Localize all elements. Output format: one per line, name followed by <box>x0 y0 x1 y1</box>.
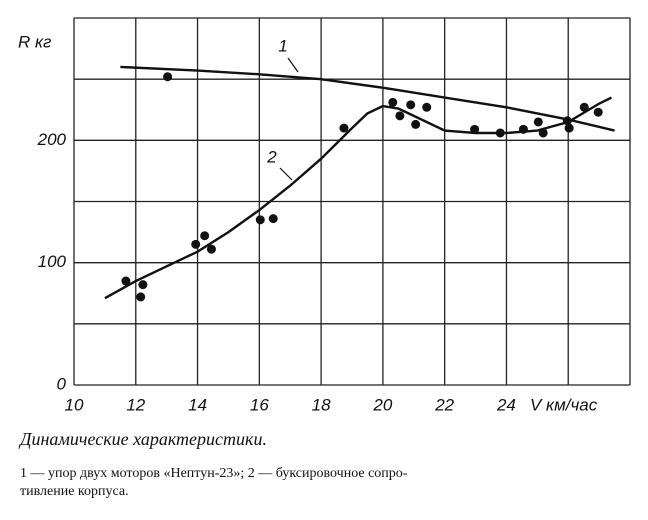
data-point <box>121 276 131 286</box>
data-point <box>533 117 543 127</box>
x-tick-label: 14 <box>188 395 207 414</box>
y-tick-label: 0 <box>57 374 67 393</box>
data-point <box>163 72 173 82</box>
x-tick-label: 10 <box>65 395 84 414</box>
data-point <box>593 107 603 117</box>
data-point <box>564 123 574 133</box>
data-point <box>268 214 278 224</box>
x-tick-label: 20 <box>372 395 392 414</box>
label-leader <box>287 57 299 73</box>
x-tick-label: 16 <box>250 395 269 414</box>
data-point <box>388 97 398 107</box>
x-tick-label: 18 <box>312 395 331 414</box>
data-point <box>470 124 480 134</box>
x-tick-label: 24 <box>496 395 516 414</box>
y-tick-label: 100 <box>38 252 67 271</box>
legend-text: 1 — упор двух моторов «Нептун-23»; 2 — б… <box>20 466 408 481</box>
data-point <box>200 231 210 241</box>
line <box>104 96 612 300</box>
data-point <box>138 280 148 290</box>
data-point <box>579 102 589 112</box>
x-tick-label: 12 <box>126 395 145 414</box>
data-point <box>406 100 416 110</box>
data-point <box>136 292 146 302</box>
data-point <box>495 128 505 138</box>
y-tick-label: 200 <box>37 130 67 149</box>
data-point <box>422 102 432 112</box>
line <box>120 65 615 132</box>
data-point <box>339 123 349 133</box>
data-point <box>395 111 405 121</box>
series-label: 2 <box>266 147 277 166</box>
data-point <box>255 215 265 225</box>
data-point <box>518 124 528 134</box>
data-point <box>411 119 421 129</box>
series-label: 1 <box>278 36 287 55</box>
data-point <box>562 116 572 126</box>
data-point <box>191 239 201 249</box>
x-tick-label: 22 <box>434 395 454 414</box>
caption: Динамические характеристики. <box>18 429 267 449</box>
data-point <box>206 244 216 254</box>
data-point <box>538 128 548 138</box>
y-axis-label: R кг <box>18 32 51 51</box>
legend-text: тивление корпуса. <box>20 484 129 499</box>
x-axis-label: V км/час <box>530 395 598 414</box>
label-leader <box>279 167 293 181</box>
